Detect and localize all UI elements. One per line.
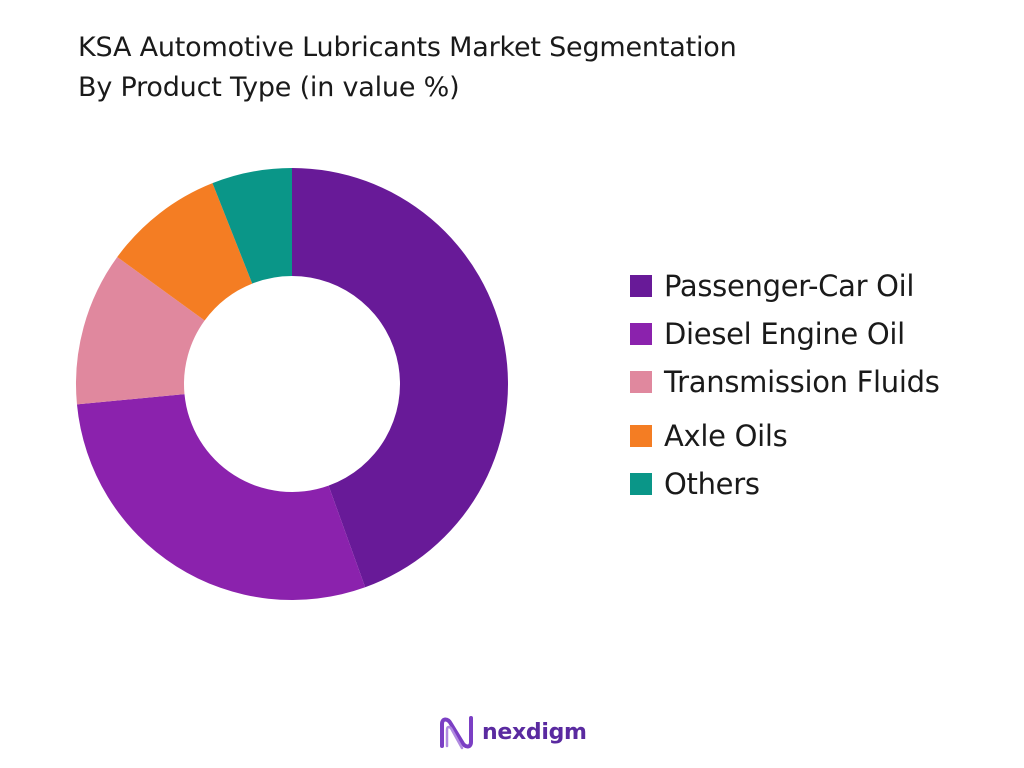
legend-item-diesel-engine-oil: Diesel Engine Oil (630, 310, 940, 358)
chart-title-block: KSA Automotive Lubricants Market Segment… (78, 28, 978, 108)
chart-title: KSA Automotive Lubricants Market Segment… (78, 32, 737, 63)
chart-legend: Passenger-Car Oil Diesel Engine Oil Transm… (630, 262, 940, 508)
legend-swatch (630, 425, 652, 447)
nexdigm-logo-icon (440, 716, 473, 750)
legend-label: Diesel Engine Oil (664, 317, 905, 351)
legend-label: Others (664, 467, 760, 501)
brand-logo-text: nexdigm (482, 719, 587, 745)
legend-swatch (630, 275, 652, 297)
legend-item-axle-oils: Axle Oils (630, 412, 940, 460)
brand-logo: nexdigm (438, 712, 587, 752)
legend-swatch (630, 371, 652, 393)
slice-others (212, 168, 292, 284)
slice-axle-oils (117, 183, 253, 321)
chart-subtitle: By Product Type (in value %) (78, 72, 460, 103)
legend-swatch (630, 473, 652, 495)
legend-label: Axle Oils (664, 419, 788, 453)
legend-item-others: Others (630, 460, 940, 508)
legend-swatch (630, 323, 652, 345)
legend-label: Transmission Fluids (664, 365, 940, 399)
donut-slices (76, 168, 508, 600)
legend-item-transmission-fluids: Transmission Fluids (630, 358, 940, 406)
slice-diesel-engine-oil (76, 394, 366, 600)
slice-transmission-fluids (76, 257, 205, 405)
legend-label: Passenger-Car Oil (664, 269, 915, 303)
legend-item-passenger-car-oil: Passenger-Car Oil (630, 262, 940, 310)
slice-passenger-car-oil (292, 168, 508, 588)
